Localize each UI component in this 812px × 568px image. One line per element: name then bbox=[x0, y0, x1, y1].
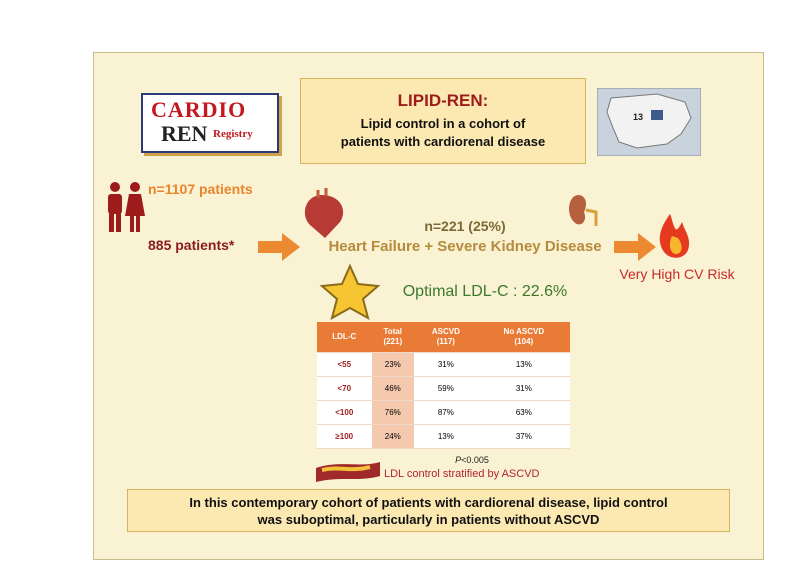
header-text: (117) bbox=[436, 337, 455, 346]
header-text: ASCVD bbox=[431, 327, 460, 336]
footnote: LDL control stratified by ASCVD bbox=[384, 468, 540, 480]
p-value: P<0.005 bbox=[440, 455, 504, 465]
row-label: <55 bbox=[317, 352, 372, 377]
subgroup-n: n=221 (25%) bbox=[424, 218, 506, 234]
table-row: <55 23% 31% 13% bbox=[317, 352, 570, 377]
table-cell: 31% bbox=[414, 352, 478, 377]
header-cell: ASCVD (117) bbox=[414, 322, 478, 353]
table-cell: 37% bbox=[477, 424, 570, 449]
title: LIPID-REN: bbox=[397, 91, 489, 110]
subgroup: Heart Failure + Severe Kidney Disease bbox=[328, 238, 602, 255]
table-row: <100 76% 87% 63% bbox=[317, 400, 570, 425]
included-patients: 885 patients* bbox=[148, 237, 235, 253]
subtitle-line: patients with cardiorenal disease bbox=[340, 134, 546, 149]
table-cell: 59% bbox=[414, 376, 478, 401]
conclusion-line: was suboptimal, particularly in patients… bbox=[257, 512, 600, 527]
table-cell: 13% bbox=[414, 424, 478, 449]
row-label: <70 bbox=[317, 376, 372, 401]
logo-ren: REN bbox=[161, 121, 208, 146]
people-icon bbox=[108, 182, 145, 232]
conclusion-line: In this contemporary cohort of patients … bbox=[189, 495, 668, 510]
optimal-ldl: Optimal LDL-C : 22.6% bbox=[402, 283, 568, 300]
logo-registry: Registry bbox=[213, 128, 253, 140]
table-cell: 24% bbox=[371, 424, 415, 449]
header-text: (104) bbox=[514, 337, 534, 346]
header-cell: No ASCVD (104) bbox=[477, 322, 570, 353]
header-text: Total bbox=[383, 327, 403, 336]
header-text: LDL-C bbox=[332, 332, 357, 341]
row-label: <100 bbox=[317, 400, 372, 425]
p-rest: <0.005 bbox=[461, 455, 489, 465]
table-cell: 46% bbox=[371, 376, 415, 401]
table-cell: 23% bbox=[371, 352, 415, 377]
logo-cardio: CARDIO bbox=[151, 97, 247, 122]
header-cell: Total (221) bbox=[371, 322, 415, 353]
table-cell: 87% bbox=[414, 400, 478, 425]
header-text: (221) bbox=[383, 337, 403, 346]
table-cell: 31% bbox=[477, 376, 570, 401]
conclusion-box: In this contemporary cohort of patients … bbox=[127, 489, 730, 532]
spain-map: 13 bbox=[597, 88, 701, 156]
map-label: 13 bbox=[633, 112, 643, 122]
header-cell: LDL-C bbox=[317, 322, 372, 353]
table-cell: 76% bbox=[371, 400, 415, 425]
header-text: No ASCVD bbox=[503, 327, 545, 336]
table-row: <70 46% 59% 31% bbox=[317, 376, 570, 401]
logo: CARDIO REN Registry bbox=[141, 93, 279, 153]
ldl-table: LDL-C Total (221) ASCVD (117) No ASCVD (104) <5… bbox=[317, 322, 570, 449]
total-patients: n=1107 patients bbox=[148, 181, 253, 197]
row-label: ≥100 bbox=[317, 424, 372, 449]
table-cell: 13% bbox=[477, 352, 570, 377]
header-row: LDL-C Total (221) ASCVD (117) No ASCVD (104) bbox=[317, 322, 570, 353]
table-cell: 63% bbox=[477, 400, 570, 425]
table-row: ≥100 24% 13% 37% bbox=[317, 424, 570, 449]
p-symbol: P bbox=[455, 455, 462, 465]
risk-label: Very High CV Risk bbox=[619, 266, 735, 282]
subtitle-line: Lipid control in a cohort of bbox=[360, 116, 526, 131]
title-box: LIPID-REN: Lipid control in a cohort of … bbox=[300, 78, 586, 164]
